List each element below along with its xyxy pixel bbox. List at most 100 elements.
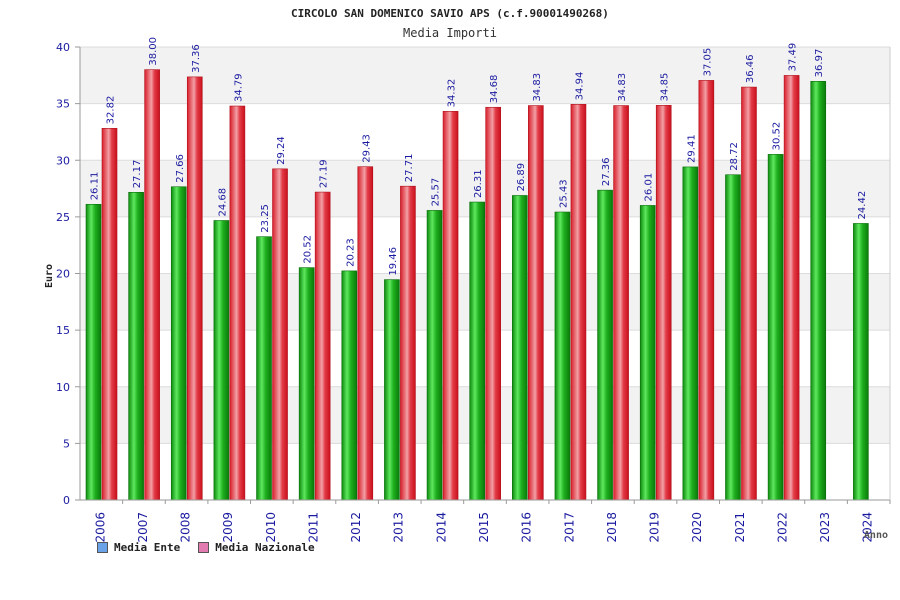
- y-tick-label: 25: [56, 211, 70, 224]
- legend-item-media-nazionale: Media Nazionale: [198, 541, 315, 554]
- legend-item-media-ente: Media Ente: [97, 541, 180, 554]
- data-label: 34.94: [574, 72, 585, 101]
- x-axis-label: Anno: [864, 530, 888, 541]
- bar-media-nazionale-2012: [357, 166, 374, 501]
- x-tick-label: 2012: [349, 512, 363, 543]
- bar-media-nazionale-2008: [186, 76, 203, 501]
- y-tick-labels: 0 5 10 15 20 25 30 35 40: [56, 41, 80, 507]
- x-tick-label: 2016: [520, 512, 534, 543]
- bar-media-nazionale-2022: [783, 75, 800, 501]
- data-label: 34.85: [660, 73, 671, 102]
- bar-media-nazionale-2011: [314, 191, 331, 501]
- data-label: 27.36: [601, 158, 612, 187]
- y-tick-label: 20: [56, 268, 70, 281]
- bar-media-nazionale-2021: [741, 86, 757, 501]
- data-label: 29.43: [361, 134, 372, 163]
- data-label: 37.36: [191, 44, 202, 73]
- legend-swatch-media-ente: [97, 542, 108, 553]
- bar-media-nazionale-2009: [229, 105, 246, 501]
- legend: Media Ente Media Nazionale: [97, 541, 315, 554]
- bar-media-ente-2017: [554, 211, 571, 501]
- x-tick-label: 2020: [690, 512, 704, 543]
- data-label: 29.24: [276, 136, 287, 165]
- data-label: 26.89: [516, 163, 527, 192]
- x-tick-label: 2024: [861, 512, 875, 543]
- chart-title: CIRCOLO SAN DOMENICO SAVIO APS (c.f.9000…: [291, 7, 609, 20]
- bar-media-ente-2009: [213, 220, 230, 501]
- bar-media-ente-2012: [341, 270, 358, 501]
- data-label: 26.11: [90, 172, 101, 201]
- bar-media-ente-2024: [853, 223, 869, 501]
- x-tick-label: 2017: [562, 512, 576, 543]
- x-tick-label: 2023: [818, 512, 832, 543]
- y-tick-label: 0: [63, 494, 70, 507]
- x-tick-label: 2007: [136, 512, 150, 543]
- data-label: 38.00: [148, 37, 159, 66]
- bar-media-nazionale-2019: [655, 105, 672, 501]
- data-label: 37.49: [788, 43, 799, 72]
- bar-media-nazionale-2006: [101, 128, 118, 501]
- y-tick-label: 5: [63, 437, 70, 450]
- bar-media-nazionale-2007: [144, 69, 160, 501]
- bar-media-ente-2014: [426, 210, 443, 501]
- bar-media-nazionale-2013: [400, 185, 416, 501]
- x-tick-labels: 2006 2007 2008 2009 2010 2011 2012 2013 2014 2015…: [93, 500, 891, 543]
- data-label: 24.68: [217, 188, 228, 217]
- legend-swatch-media-nazionale: [198, 542, 210, 553]
- y-tick-label: 30: [56, 154, 70, 167]
- bar-media-ente-2006: [85, 204, 102, 501]
- y-tick-label: 15: [56, 324, 70, 337]
- data-label: 34.79: [233, 73, 244, 102]
- data-label: 36.46: [745, 54, 756, 83]
- bar-media-ente-2015: [469, 201, 485, 501]
- x-tick-label: 2011: [306, 512, 320, 543]
- data-label: 19.46: [388, 247, 399, 276]
- y-tick-label: 10: [56, 381, 70, 394]
- x-tick-label: 2019: [648, 512, 662, 543]
- x-tick-label: 2022: [775, 512, 789, 543]
- bar-media-ente-2010: [256, 236, 272, 501]
- bar-media-nazionale-2016: [528, 105, 544, 501]
- legend-label-media-nazionale: Media Nazionale: [215, 541, 315, 554]
- y-tick-label: 35: [56, 98, 70, 111]
- bar-media-nazionale-2017: [570, 104, 587, 501]
- x-tick-label: 2006: [93, 512, 107, 543]
- data-label: 32.82: [106, 96, 117, 125]
- data-label: 30.52: [772, 122, 783, 151]
- x-tick-label: 2015: [477, 512, 491, 543]
- data-label: 26.31: [473, 169, 484, 198]
- data-label: 34.83: [532, 73, 543, 102]
- bar-media-ente-2022: [767, 154, 784, 501]
- data-label: 23.25: [260, 204, 271, 233]
- bar-media-nazionale-2010: [272, 168, 288, 501]
- bar-media-ente-2007: [128, 191, 144, 501]
- x-tick-label: 2018: [605, 512, 619, 543]
- data-label: 24.42: [857, 191, 868, 220]
- bar-media-nazionale-2020: [698, 80, 715, 501]
- y-axis-label: Euro: [44, 264, 55, 288]
- data-label: 25.57: [431, 178, 442, 207]
- data-label: 34.83: [617, 73, 628, 102]
- data-label: 25.43: [558, 179, 569, 208]
- data-label: 26.01: [644, 173, 655, 202]
- x-tick-label: 2010: [264, 512, 278, 543]
- x-tick-label: 2009: [221, 512, 235, 543]
- data-label: 37.05: [702, 48, 713, 77]
- bar-media-ente-2021: [725, 174, 741, 501]
- legend-label-media-ente: Media Ente: [114, 541, 181, 554]
- data-label: 20.23: [345, 238, 356, 267]
- data-label: 20.52: [303, 235, 314, 264]
- bar-media-ente-2018: [597, 189, 613, 501]
- bar-media-ente-2016: [512, 195, 528, 501]
- x-tick-label: 2013: [392, 512, 406, 543]
- data-label: 27.17: [132, 160, 143, 189]
- data-label: 34.68: [489, 75, 500, 104]
- y-tick-label: 40: [56, 41, 70, 54]
- bar-media-ente-2020: [682, 166, 699, 501]
- bar-media-nazionale-2015: [485, 106, 501, 501]
- bar-media-ente-2013: [384, 279, 400, 501]
- x-tick-label: 2014: [434, 512, 448, 543]
- data-label: 27.66: [175, 154, 186, 183]
- bar-media-ente-2023: [810, 81, 827, 501]
